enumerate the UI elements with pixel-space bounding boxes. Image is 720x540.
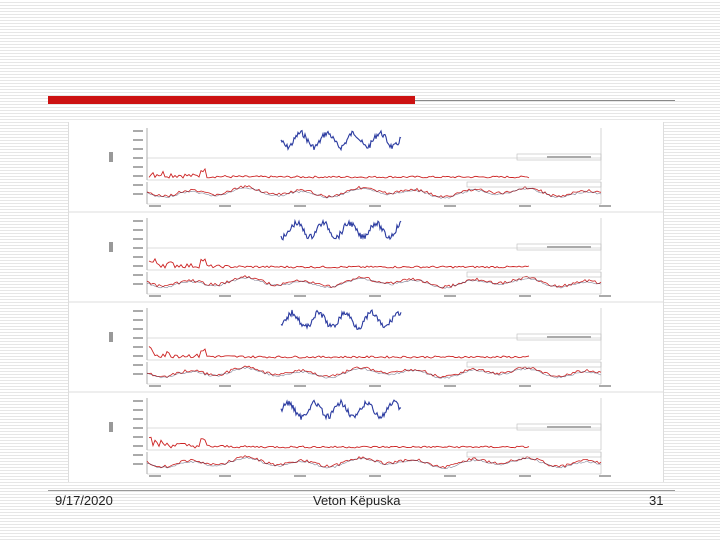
x-tick-label — [219, 385, 231, 387]
x-tick-label — [294, 385, 306, 387]
fft-legend-box — [466, 271, 602, 278]
tick-label — [133, 247, 143, 249]
x-tick-label — [599, 475, 611, 477]
legend-box — [516, 153, 602, 161]
x-tick-label — [219, 295, 231, 297]
x-tick-label — [294, 295, 306, 297]
x-tick-label — [599, 295, 611, 297]
tick-label — [133, 166, 143, 168]
waveform-trace — [280, 398, 402, 421]
x-tick-label — [444, 205, 456, 207]
fft-envelope — [146, 276, 602, 289]
tick-label — [133, 373, 143, 375]
x-tick-label — [369, 295, 381, 297]
x-tick-label — [599, 385, 611, 387]
tick-label — [133, 130, 143, 132]
legend-box — [516, 423, 602, 431]
tick-label — [133, 436, 143, 438]
spectrum-plots-svg — [69, 128, 663, 477]
x-tick-label — [519, 295, 531, 297]
tick-label — [133, 229, 143, 231]
tick-label — [133, 283, 143, 285]
tick-label — [133, 409, 143, 411]
x-tick-label — [519, 475, 531, 477]
tick-label — [133, 463, 143, 465]
axis-label — [109, 332, 113, 342]
fft-legend-box — [466, 181, 602, 188]
tick-label — [133, 364, 143, 366]
spectrum-trace — [148, 436, 530, 449]
tick-label — [133, 175, 143, 177]
fft-envelope — [146, 187, 602, 199]
tick-label — [133, 274, 143, 276]
spectrum-figure — [68, 122, 664, 482]
tick-label — [133, 454, 143, 456]
tick-label — [133, 310, 143, 312]
waveform-trace — [280, 129, 402, 152]
x-tick-label — [519, 385, 531, 387]
tick-label — [133, 157, 143, 159]
axis-label — [109, 422, 113, 432]
footer-rule — [48, 490, 675, 491]
waveform-trace — [280, 309, 402, 330]
x-tick-label — [149, 295, 161, 297]
x-tick-label — [149, 475, 161, 477]
x-tick-label — [369, 205, 381, 207]
slide-title-accent-bar — [48, 96, 415, 104]
tick-label — [133, 238, 143, 240]
spectrum-trace — [148, 257, 530, 269]
spectrum-trace — [148, 346, 530, 359]
x-tick-label — [294, 205, 306, 207]
x-tick-label — [369, 385, 381, 387]
x-tick-label — [599, 205, 611, 207]
tick-label — [133, 220, 143, 222]
legend-text — [547, 426, 591, 428]
tick-label — [133, 427, 143, 429]
x-tick-label — [444, 475, 456, 477]
x-tick-label — [444, 295, 456, 297]
slide-title-rule — [415, 100, 675, 101]
legend-text — [547, 336, 591, 338]
x-tick-label — [369, 475, 381, 477]
legend-text — [547, 246, 591, 248]
x-tick-label — [294, 475, 306, 477]
tick-label — [133, 193, 143, 195]
footer-date: 9/17/2020 — [55, 493, 113, 508]
x-tick-label — [219, 205, 231, 207]
slide-number: 31 — [649, 493, 664, 508]
legend-box — [516, 333, 602, 341]
tick-label — [133, 256, 143, 258]
tick-label — [133, 319, 143, 321]
spectrum-trace — [148, 167, 530, 179]
waveform-trace — [280, 218, 402, 241]
tick-label — [133, 337, 143, 339]
x-tick-label — [219, 475, 231, 477]
tick-label — [133, 346, 143, 348]
tick-label — [133, 445, 143, 447]
axis-label — [109, 242, 113, 252]
legend-text — [547, 156, 591, 158]
fft-legend-box — [466, 451, 602, 458]
tick-label — [133, 355, 143, 357]
legend-box — [516, 243, 602, 251]
x-tick-label — [149, 385, 161, 387]
tick-label — [133, 418, 143, 420]
tick-label — [133, 328, 143, 330]
x-tick-label — [444, 385, 456, 387]
tick-label — [133, 184, 143, 186]
tick-label — [133, 400, 143, 402]
fft-legend-box — [466, 361, 602, 368]
fft-envelope — [146, 366, 602, 379]
x-tick-label — [519, 205, 531, 207]
x-tick-label — [149, 205, 161, 207]
tick-label — [133, 139, 143, 141]
fft-trace — [146, 455, 602, 469]
axis-label — [109, 152, 113, 162]
tick-label — [133, 148, 143, 150]
fft-envelope — [146, 456, 601, 469]
tick-label — [133, 265, 143, 267]
footer-author: Veton Këpuska — [313, 493, 401, 508]
